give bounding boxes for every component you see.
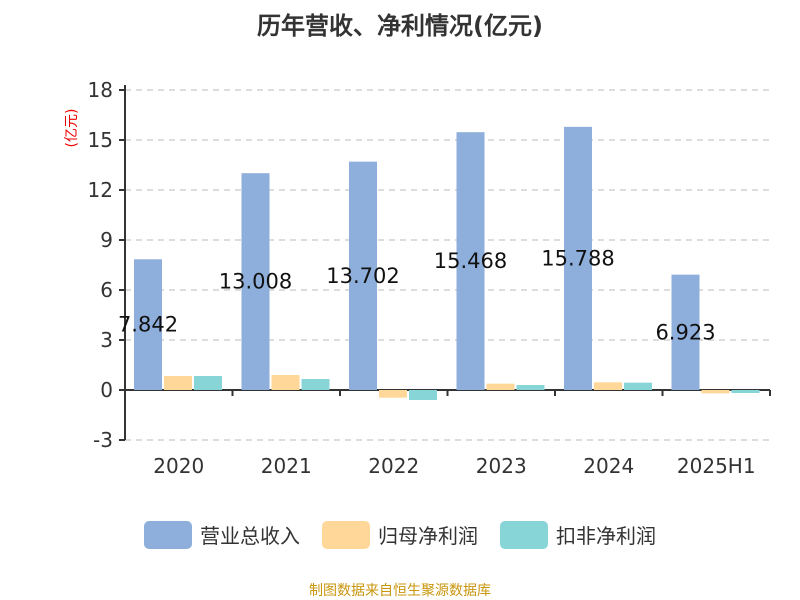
x-tick-label: 2022 <box>368 454 419 478</box>
legend-label: 营业总收入 <box>200 524 300 548</box>
y-tick-label: 12 <box>88 178 113 202</box>
data-label: 13.702 <box>326 264 399 288</box>
bar-0 <box>671 274 700 390</box>
data-label: 6.923 <box>655 320 715 344</box>
x-tick-label: 2023 <box>476 454 527 478</box>
data-label: 13.008 <box>219 270 292 294</box>
y-tick-label: 6 <box>100 278 113 302</box>
data-label: 7.842 <box>118 313 178 337</box>
legend-swatch <box>144 520 192 549</box>
y-tick-label: -3 <box>93 428 113 452</box>
bar-2 <box>409 390 437 400</box>
y-tick-label: 15 <box>88 128 113 152</box>
bar-0 <box>349 161 377 390</box>
legend-item-deducted-profit[interactable]: 扣非净利润 <box>500 520 656 549</box>
bar-2 <box>194 376 222 390</box>
bar-1 <box>379 390 407 398</box>
y-tick-label: 0 <box>100 378 113 402</box>
bar-2 <box>301 379 330 390</box>
x-tick-label: 2025H1 <box>677 454 756 478</box>
bar-2 <box>731 390 760 393</box>
data-source: 制图数据来自恒生聚源数据库 <box>309 583 491 599</box>
chart-title: 历年营收、净利情况(亿元) <box>257 12 543 40</box>
legend: 营业总收入 归母净利润 扣非净利润 <box>0 520 800 549</box>
bar-0 <box>134 259 162 390</box>
bar-0 <box>241 173 270 390</box>
legend-label: 扣非净利润 <box>556 524 656 548</box>
bar-0 <box>564 126 592 390</box>
legend-item-revenue[interactable]: 营业总收入 <box>144 520 300 549</box>
bar-2 <box>624 382 652 390</box>
x-tick-label: 2020 <box>153 454 204 478</box>
data-label: 15.468 <box>434 249 507 273</box>
legend-label: 归母净利润 <box>378 524 478 548</box>
bar-2 <box>516 385 545 390</box>
bar-1 <box>164 376 192 390</box>
y-tick-label: 3 <box>100 328 113 352</box>
bar-1 <box>271 375 300 390</box>
bar-1 <box>701 390 730 394</box>
bar-1 <box>486 383 515 390</box>
y-tick-label: 9 <box>100 228 113 252</box>
legend-swatch <box>322 520 370 549</box>
bar-1 <box>594 382 622 390</box>
x-tick-label: 2021 <box>261 454 312 478</box>
bar-0 <box>456 132 485 390</box>
legend-swatch <box>500 520 548 549</box>
y-tick-label: 18 <box>88 78 113 102</box>
x-tick-label: 2024 <box>583 454 634 478</box>
legend-item-net-profit[interactable]: 归母净利润 <box>322 520 478 549</box>
data-label: 15.788 <box>541 246 614 270</box>
